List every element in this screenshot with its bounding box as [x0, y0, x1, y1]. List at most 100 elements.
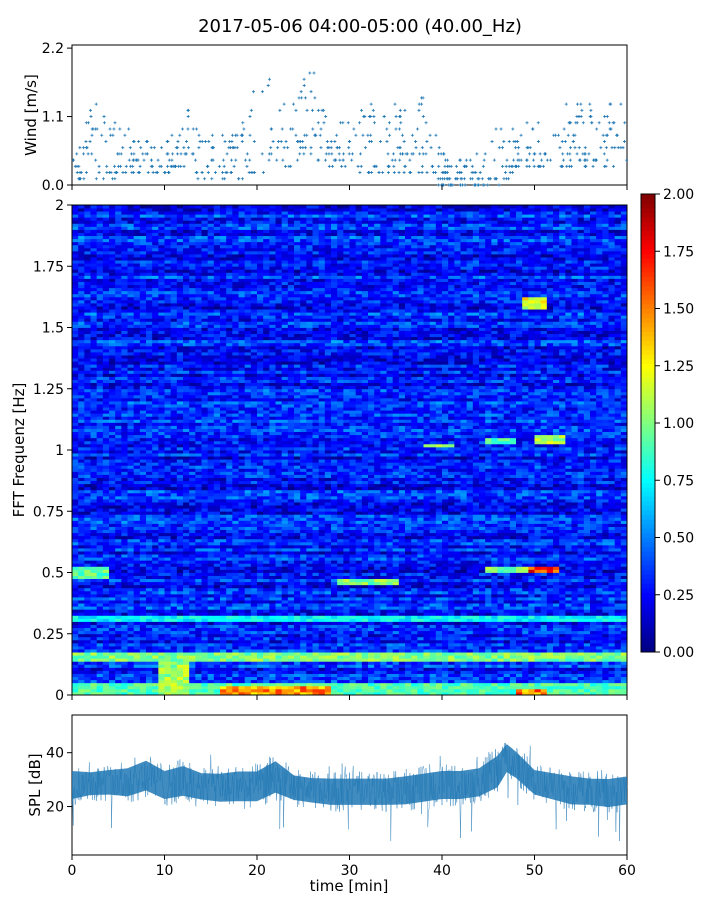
spectrogram-cell: [436, 664, 443, 667]
spectrogram-cell: [541, 664, 548, 667]
spectrogram-cell: [288, 674, 295, 677]
spectrogram-cell: [615, 664, 622, 667]
spectrogram-cell: [553, 667, 560, 670]
spectrogram-cell: [448, 664, 455, 667]
spectrogram-cell: [541, 680, 548, 683]
spectrogram-cell: [152, 671, 159, 674]
spectrogram-cell: [442, 677, 449, 680]
spectrogram-cell: [331, 661, 338, 664]
wind-ytick-label: 0.0: [42, 178, 64, 194]
spectrogram-cell: [479, 674, 486, 677]
wind-ylabel: Wind [m/s]: [22, 74, 40, 156]
spectrogram-cell: [84, 689, 91, 692]
spectrogram-cell: [461, 674, 468, 677]
spectrogram-cell: [239, 683, 246, 686]
spectrogram-cell: [368, 674, 375, 677]
spectrogram-cell: [374, 674, 381, 677]
spectrogram-cell: [165, 683, 172, 686]
spectrogram-cell: [547, 664, 554, 667]
spectrogram-cell: [103, 667, 110, 670]
spectrogram-cell: [528, 689, 535, 692]
spectrogram-cell: [109, 667, 116, 670]
spectrogram-cell: [374, 664, 381, 667]
spectrogram-cell: [504, 689, 511, 692]
spectrogram-cell: [146, 674, 153, 677]
spectrogram-cell: [232, 671, 239, 674]
spectrogram-cell: [294, 667, 301, 670]
spectrogram-cell: [362, 661, 369, 664]
spectrogram-cell: [498, 686, 505, 689]
spectrogram-cell: [448, 686, 455, 689]
spectrogram-cell: [411, 689, 418, 692]
spectrogram-cell: [189, 680, 196, 683]
spectrogram-cell: [325, 680, 332, 683]
spectrogram-cell: [84, 667, 91, 670]
spectrogram-cell: [356, 683, 363, 686]
spectrogram-cell: [177, 664, 184, 667]
spectrogram-cell: [128, 689, 135, 692]
spectrogram-cell: [325, 664, 332, 667]
spectrogram-cell: [288, 677, 295, 680]
spectrogram-cell: [325, 686, 332, 689]
spectrogram-cell: [590, 689, 597, 692]
spectrogram-cell: [257, 671, 264, 674]
spectrogram-cell: [214, 674, 221, 677]
spectrogram-cell: [578, 689, 585, 692]
spectrogram-cell: [368, 661, 375, 664]
spectrogram-cell: [183, 664, 190, 667]
spectrogram-cell: [405, 689, 412, 692]
spectrogram-cell: [528, 667, 535, 670]
spectrogram-cell: [109, 689, 116, 692]
spectrogram-cell: [103, 664, 110, 667]
spectrogram-cell: [491, 674, 498, 677]
spectrogram-cell: [269, 674, 276, 677]
spectrogram-cell: [195, 686, 202, 689]
spectrogram-cell: [128, 667, 135, 670]
spectrogram-cell: [387, 689, 394, 692]
spectrogram-cell: [442, 689, 449, 692]
spectrogram-cell: [615, 680, 622, 683]
spectrogram-cell: [387, 677, 394, 680]
spectrogram-cell: [368, 689, 375, 692]
wind-ytick-label: 2.2: [42, 41, 64, 57]
spectrogram-cell: [405, 671, 412, 674]
spectrogram-cell: [442, 686, 449, 689]
spectrogram-cell: [491, 686, 498, 689]
spectrogram-cell: [121, 667, 128, 670]
spectrogram-cell: [380, 677, 387, 680]
spectrogram-cell: [578, 664, 585, 667]
spectrogram-cell: [294, 671, 301, 674]
spectrogram-cell: [399, 677, 406, 680]
spectrogram-cell: [522, 677, 529, 680]
spectrogram-cell: [251, 674, 258, 677]
spectrogram-cell: [485, 677, 492, 680]
spectrogram-cell: [350, 671, 357, 674]
spectrogram-cell: [220, 661, 227, 664]
spectrogram-cell: [584, 667, 591, 670]
spectrogram-cell: [541, 671, 548, 674]
spectrogram-cell: [232, 661, 239, 664]
spectrogram-cell: [430, 661, 437, 664]
spectrogram-cell: [146, 661, 153, 664]
spectrogram-cell: [399, 689, 406, 692]
spectrogram-cell: [454, 671, 461, 674]
spectrogram-cell: [152, 674, 159, 677]
spectrogram-cell: [128, 671, 135, 674]
spectrogram-cell: [78, 677, 85, 680]
spectrogram-cell: [158, 674, 165, 677]
spectrogram-cell: [436, 677, 443, 680]
spectrogram-cell: [399, 661, 406, 664]
spectrogram-cell: [572, 677, 579, 680]
spectrogram-cell: [239, 680, 246, 683]
spectrogram-cell: [72, 671, 79, 674]
spectrogram-cell: [121, 680, 128, 683]
spectrogram-cell: [165, 689, 172, 692]
spectrogram-cell: [590, 664, 597, 667]
spectrogram-cell: [269, 683, 276, 686]
spectrogram-cell: [183, 661, 190, 664]
spectrogram-cell: [109, 674, 116, 677]
spectrogram-cell: [461, 686, 468, 689]
spectrogram-cell: [337, 671, 344, 674]
spectrogram-cell: [128, 686, 135, 689]
spectrogram-cell: [436, 680, 443, 683]
